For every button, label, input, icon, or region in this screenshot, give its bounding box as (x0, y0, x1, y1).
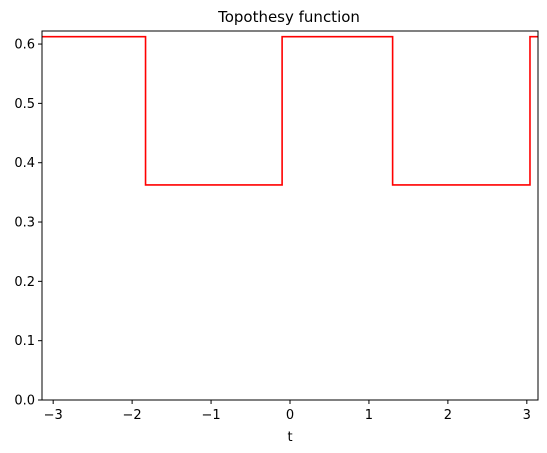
y-tick-label: 0.5 (14, 97, 35, 112)
x-tick-label: −3 (44, 408, 63, 423)
y-axis-ticks: 0.0 0.1 0.2 0.3 0.4 0.5 0.6 (14, 38, 42, 409)
x-axis-ticks: −3 −2 −1 0 1 2 3 (44, 400, 531, 423)
x-tick-label: 0 (286, 408, 294, 423)
series-line-0 (42, 35, 538, 186)
y-tick-label: 0.1 (14, 334, 35, 349)
y-tick-label: 0.0 (14, 394, 35, 409)
x-axis-label: t (287, 430, 292, 445)
x-tick-label: −2 (123, 408, 142, 423)
y-tick-label: 0.3 (14, 216, 35, 231)
x-tick-label: 2 (444, 408, 452, 423)
series-layer (42, 35, 538, 186)
y-tick-label: 0.4 (14, 156, 35, 171)
y-tick-label: 0.2 (14, 275, 35, 290)
x-tick-label: −1 (201, 408, 220, 423)
y-tick-label: 0.6 (14, 38, 35, 53)
chart-title: Topothesy function (217, 8, 360, 26)
x-tick-label: 3 (523, 408, 531, 423)
x-tick-label: 1 (365, 408, 373, 423)
